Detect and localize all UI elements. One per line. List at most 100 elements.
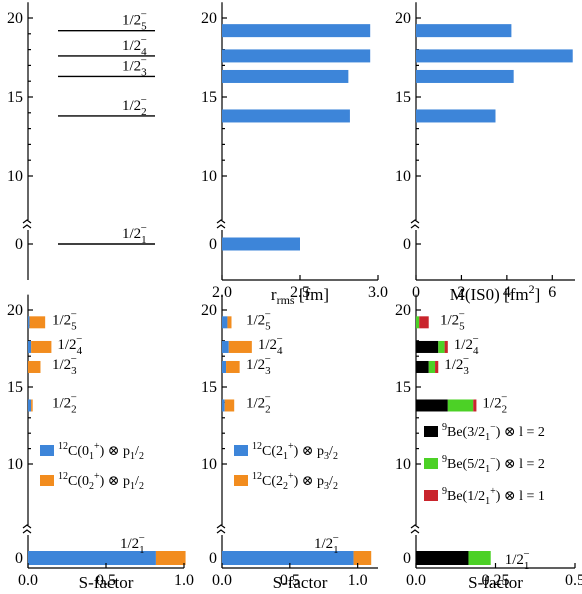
stacked-bar-segment [31,340,52,353]
x-tick-label: 0.5 [565,572,582,589]
bar [222,69,349,83]
y-tick-label: 20 [201,302,217,319]
legend-swatch [40,475,54,486]
bar [222,49,371,63]
stacked-bar-segment [222,360,227,373]
legend-swatch [40,445,54,456]
stacked-bar-segment [473,399,477,412]
x-tick-label: 0.0 [406,572,426,589]
y-tick-label: 20 [7,10,23,27]
y-tick-label: 0 [209,236,217,253]
axis-break-mark [22,219,32,224]
legend-swatch [424,426,438,437]
legend-label: 9Be(1/21+) ⊗ l = 1 [442,486,545,507]
y-tick-label: 20 [7,302,23,319]
x-axis-label: M(IS0) [fm2] [450,282,541,304]
x-tick-label: 2.0 [212,284,232,301]
stacked-bar-segment [416,316,420,329]
y-tick-label: 10 [395,168,411,185]
stacked-bar-segment [31,399,33,412]
y-tick-label: 10 [201,168,217,185]
stacked-bar-segment [28,551,156,565]
x-tick-label: 6 [548,284,556,301]
stacked-bar-segment [438,340,445,353]
level-label: 1/21− [505,548,530,572]
legend-label: 12C(22+) ⊗ p3/2 [252,471,338,492]
stacked-bar-segment [28,340,32,353]
level-label: 1/25− [246,308,271,332]
axis-break-mark [22,529,32,534]
level-label: 1/24− [454,333,479,357]
legend-label: 12C(21+) ⊗ p3/2 [252,441,338,462]
stacked-bar-segment [29,316,46,329]
legend-label: 9Be(3/21−) ⊗ l = 2 [442,422,545,443]
stacked-bar-segment [416,340,439,353]
stacked-bar-segment [447,399,474,412]
stacked-bar-segment [228,340,252,353]
axis-break-mark [216,529,226,534]
stacked-bar-segment [416,360,429,373]
bar [222,24,371,38]
energy-level-label: 1/23− [122,54,147,78]
stacked-bar-segment [444,340,448,353]
axis-break-mark [410,529,420,534]
energy-level-label: 1/24− [122,34,147,58]
panel-rrms: 0 10 15 20 2.0 2.5 3.0 rrms [fm] [201,2,388,307]
bar [222,237,300,251]
y-tick-label: 10 [7,456,23,473]
axis-break-mark [22,524,32,529]
level-label: 1/23− [52,353,77,377]
x-axis-label: S-factor [79,573,134,592]
y-tick-label: 20 [395,10,411,27]
x-tick-label: 0 [412,284,420,301]
stacked-bar-segment [222,340,229,353]
x-tick-label: 0.5 [96,572,116,589]
stacked-bar-segment [353,551,372,565]
stacked-bar-segment [416,551,469,565]
bar [416,49,573,63]
x-axis-label: S-factor [273,573,328,592]
x-tick-label: 1.0 [174,572,194,589]
x-axis-label: rrms [fm] [271,285,329,307]
stacked-bar-segment [227,316,232,329]
x-tick-label: 0.0 [18,572,38,589]
axis-break-mark [410,524,420,529]
axis-break-mark [22,224,32,229]
stacked-bar-segment [428,360,436,373]
stacked-bar-segment [416,399,448,412]
energy-level-label: 1/22− [122,94,147,118]
stacked-bar-segment [222,316,228,329]
legend-label: 9Be(5/21−) ⊗ l = 2 [442,454,545,475]
axis-break-mark [216,224,226,229]
stacked-bar-segment [28,316,30,329]
level-label: 1/21− [120,532,145,556]
legend-swatch [234,475,248,486]
level-label: 1/23− [444,353,469,377]
y-tick-label: 15 [201,379,217,396]
stacked-bar-segment [468,551,491,565]
axis-break-mark [410,219,420,224]
x-tick-label: 0.5 [280,572,300,589]
x-tick-label: 0.25 [482,572,510,589]
y-tick-label: 0 [403,550,411,567]
level-label: 1/25− [440,308,465,332]
stacked-bar-segment [222,399,225,412]
level-label: 1/21− [314,532,339,556]
legend-swatch [424,458,438,469]
level-label: 1/23− [246,353,271,377]
level-label: 1/24− [57,333,82,357]
legend-swatch [234,445,248,456]
y-tick-label: 15 [395,379,411,396]
stacked-bar-segment [419,316,429,329]
level-label: 1/22− [246,391,271,415]
stacked-bar-segment [222,551,354,565]
y-tick-label: 10 [395,456,411,473]
y-tick-label: 15 [7,89,23,106]
stacked-bar-segment [226,360,240,373]
panel-mis0: 0 10 15 20 0 2 4 6 M(IS0) [fm2] [395,2,575,304]
legend-label: 12C(01+) ⊗ p1/2 [58,441,144,462]
x-tick-label: 0.0 [212,572,232,589]
x-tick-label: 3.0 [368,284,388,301]
y-tick-label: 0 [15,550,23,567]
